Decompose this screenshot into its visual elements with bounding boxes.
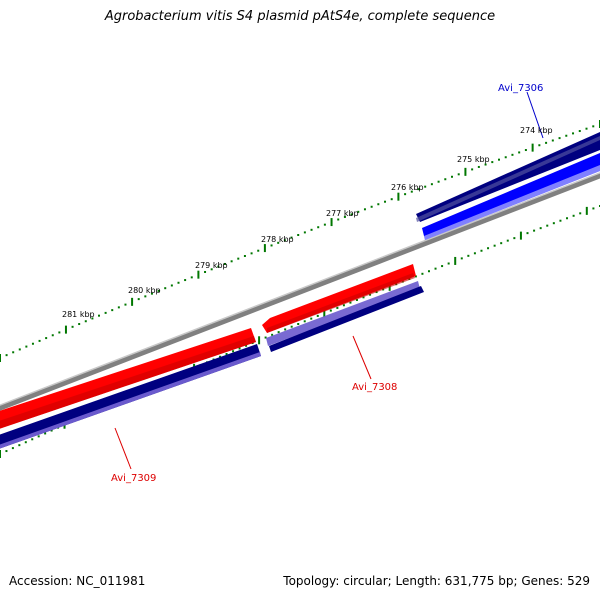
leader-avi-7308 <box>352 335 372 380</box>
tick-label-279: 279 kbp <box>195 261 228 270</box>
topology-summary: Topology: circular; Length: 631,775 bp; … <box>283 574 590 588</box>
leader-avi-7306 <box>526 91 544 139</box>
cds-avi-7308-dark <box>269 286 424 352</box>
backbone-highlight <box>0 172 600 406</box>
tick-label-274: 274 kbp <box>520 126 553 135</box>
label-avi-7309: Avi_7309 <box>111 473 156 484</box>
gene-avi-7308-arrow-shade <box>267 273 415 333</box>
tick-label-275: 275 kbp <box>457 155 490 164</box>
tick-label-277: 277 kbp <box>326 209 359 218</box>
leader-avi-7309 <box>114 427 132 470</box>
backbone-track <box>0 173 600 411</box>
tick-label-280: 280 kbp <box>128 286 161 295</box>
label-avi-7308: Avi_7308 <box>352 382 397 393</box>
gene-avi-7306-arrow <box>422 153 600 240</box>
tick-label-278: 278 kbp <box>261 235 294 244</box>
tick-label-281: 281 kbp <box>62 310 95 319</box>
label-avi-7306: Avi_7306 <box>498 83 543 94</box>
map-title: Agrobacterium vitis S4 plasmid pAtS4e, c… <box>104 9 496 24</box>
cds-avi-7309-light <box>0 352 261 449</box>
cds-block-upper-light <box>416 136 600 222</box>
gene-avi-7306-arrow-edge <box>424 165 600 240</box>
tick-label-276: 276 kbp <box>391 183 424 192</box>
cds-avi-7308-light <box>266 281 420 346</box>
accession-label: Accession: NC_011981 <box>9 574 146 588</box>
gene-avi-7309-arrow-shade <box>0 336 256 429</box>
